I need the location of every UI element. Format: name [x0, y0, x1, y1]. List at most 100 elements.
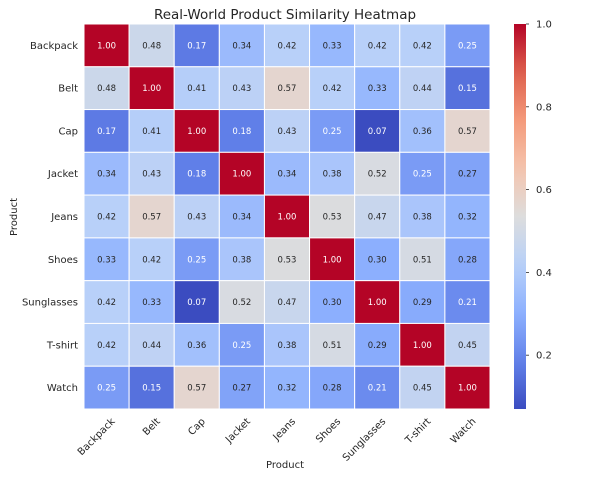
colorbar-tick-label: 1.0: [536, 20, 552, 31]
heatmap-cell-jacket-belt: [128, 151, 175, 196]
cell-value-label: 0.57: [142, 213, 161, 223]
heatmap-cell-watch-belt: [128, 365, 175, 410]
chart-title: Real-World Product Similarity Heatmap: [154, 7, 416, 23]
cell-value-label: 0.33: [142, 298, 161, 308]
heatmap-cell-shoes-t-shirt: [399, 237, 446, 282]
cell-value-label: 0.28: [323, 384, 342, 394]
y-axis-label: Product: [9, 198, 20, 236]
cell-value-label: 0.47: [368, 213, 387, 223]
cell-value-label: 0.38: [278, 341, 297, 351]
cell-value-label: 0.34: [278, 170, 297, 180]
y-tick-label-shoes: Shoes: [48, 255, 78, 266]
heatmap-cell-watch-watch: [444, 365, 491, 410]
heatmap-cell-cap-cap: [173, 109, 220, 153]
cell-value-label: 0.43: [232, 84, 251, 94]
x-axis-label: Product: [266, 460, 304, 471]
cell-value-label: 1.00: [142, 84, 161, 94]
y-tick-label-jacket: Jacket: [47, 169, 78, 180]
cell-value-label: 0.27: [232, 384, 251, 394]
heatmap-cell-cap-jacket: [218, 109, 265, 153]
heatmap-cell-t-shirt-sunglasses: [354, 322, 401, 367]
heatmap-cell-jeans-cap: [173, 194, 220, 239]
cell-value-label: 0.41: [142, 127, 161, 137]
heatmap-cell-watch-sunglasses: [354, 365, 401, 410]
cell-value-label: 0.43: [278, 127, 297, 137]
heatmap-cell-jeans-jacket: [218, 194, 265, 239]
cell-value-label: 0.32: [458, 213, 477, 223]
heatmap-cell-belt-sunglasses: [354, 66, 401, 111]
cell-value-label: 0.57: [278, 84, 297, 94]
cell-value-label: 0.25: [97, 384, 116, 394]
cell-value-label: 0.48: [142, 41, 161, 51]
cell-value-label: 0.34: [232, 213, 251, 223]
cell-value-label: 0.42: [413, 41, 432, 51]
cell-value-label: 0.38: [413, 213, 432, 223]
y-tick-label-belt: Belt: [58, 84, 78, 95]
heatmap-cell-sunglasses-belt: [128, 280, 175, 324]
heatmap-cell-watch-backpack: [83, 365, 130, 410]
cell-value-label: 0.28: [458, 255, 477, 265]
cell-value-label: 0.07: [187, 298, 206, 308]
heatmap-cell-t-shirt-jacket: [218, 322, 265, 367]
cell-value-label: 1.00: [458, 384, 477, 394]
cell-value-label: 0.42: [97, 298, 116, 308]
x-tick-label-backpack: Backpack: [76, 416, 118, 458]
cell-value-label: 0.29: [413, 298, 432, 308]
heatmap-cell-watch-jeans: [263, 365, 311, 410]
heatmap-cell-backpack-t-shirt: [399, 23, 446, 68]
cell-value-label: 0.25: [323, 127, 342, 137]
heatmap-cell-cap-belt: [128, 109, 175, 153]
cell-value-label: 0.44: [413, 84, 432, 94]
heatmap-cell-cap-jeans: [263, 109, 311, 153]
cell-value-label: 1.00: [278, 213, 297, 223]
cell-value-label: 0.34: [97, 170, 116, 180]
cell-value-label: 0.29: [368, 341, 387, 351]
heatmap-cell-backpack-belt: [128, 23, 175, 68]
x-tick-label-sunglasses: Sunglasses: [341, 416, 388, 463]
cell-value-label: 0.15: [142, 384, 161, 394]
cell-value-label: 0.51: [413, 255, 432, 265]
heatmap-cell-belt-backpack: [83, 66, 130, 111]
cell-value-label: 0.42: [278, 41, 297, 51]
heatmap-cell-jeans-sunglasses: [354, 194, 401, 239]
colorbar-tick-label: 0.4: [536, 268, 552, 279]
heatmap-cell-sunglasses-sunglasses: [354, 280, 401, 324]
y-tick-label-cap: Cap: [59, 126, 78, 137]
cell-value-label: 0.21: [458, 298, 477, 308]
heatmap-cell-jacket-watch: [444, 151, 491, 196]
heatmap-cell-belt-cap: [173, 66, 220, 111]
heatmap-cell-backpack-backpack: [83, 23, 130, 68]
cell-value-label: 0.43: [142, 170, 161, 180]
cell-value-label: 0.42: [142, 255, 161, 265]
cell-value-label: 0.25: [458, 41, 477, 51]
heatmap-cell-shoes-shoes: [309, 237, 356, 282]
heatmap-cell-t-shirt-shoes: [309, 322, 356, 367]
cell-value-label: 0.07: [368, 127, 387, 137]
cell-value-label: 0.38: [232, 255, 251, 265]
heatmap-cell-shoes-watch: [444, 237, 491, 282]
cell-value-label: 0.36: [187, 341, 206, 351]
colorbar-tick-label: 0.6: [536, 185, 552, 196]
heatmap-cell-belt-t-shirt: [399, 66, 446, 111]
x-tick-label-jacket: Jacket: [223, 416, 253, 446]
cell-value-label: 0.27: [458, 170, 477, 180]
cell-value-label: 0.33: [97, 255, 116, 265]
x-tick-label-shoes: Shoes: [314, 416, 343, 445]
heatmap-cell-sunglasses-backpack: [83, 280, 130, 324]
heatmap-cell-jeans-shoes: [309, 194, 356, 239]
x-tick-label-watch: Watch: [449, 416, 479, 446]
cell-value-label: 0.25: [232, 341, 251, 351]
y-tick-label-sunglasses: Sunglasses: [22, 298, 78, 309]
cell-value-label: 0.45: [458, 341, 477, 351]
x-tick-label-cap: Cap: [186, 416, 208, 438]
heatmap-cell-backpack-shoes: [309, 23, 356, 68]
x-tick-label-belt: Belt: [141, 416, 163, 438]
x-tick-label-jeans: Jeans: [271, 416, 298, 443]
heatmap-cell-watch-cap: [173, 365, 220, 410]
cell-value-label: 0.25: [413, 170, 432, 180]
x-tick-label-t-shirt: T-shirt: [403, 416, 434, 447]
heatmap-cell-t-shirt-cap: [173, 322, 220, 367]
cell-value-label: 0.57: [458, 127, 477, 137]
heatmap-cell-watch-jacket: [218, 365, 265, 410]
